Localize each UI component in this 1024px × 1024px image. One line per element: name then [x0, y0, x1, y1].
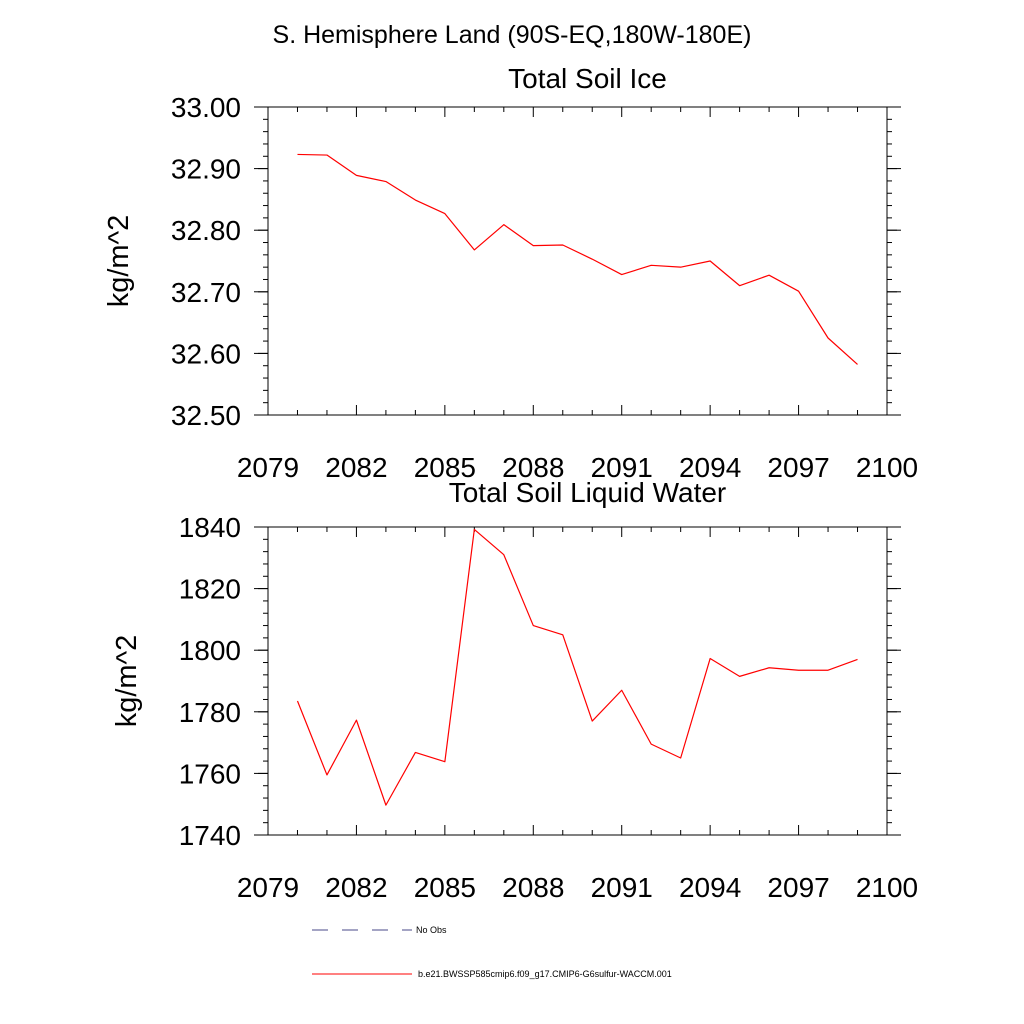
soil-liquid-water-x-tick-label: 2094: [679, 872, 741, 903]
soil-ice-panel: Total Soil Ice kg/m^2 2079 2082 2085 2088 2091…: [103, 63, 918, 483]
soil-ice-data-point: [679, 266, 682, 269]
soil-liquid-water-x-tick-label: 2091: [591, 872, 653, 903]
soil-ice-title: Total Soil Ice: [508, 63, 667, 94]
soil-ice-data-point: [591, 258, 594, 261]
soil-ice-data-point: [561, 243, 564, 246]
soil-ice-data-point: [443, 212, 446, 215]
soil-liquid-water-data-point: [797, 669, 800, 672]
soil-liquid-water-x-tick-label: 2088: [502, 872, 564, 903]
soil-ice-data-point: [797, 290, 800, 293]
soil-ice-data-point: [650, 264, 653, 267]
soil-ice-x-tick-label: 2079: [237, 452, 299, 483]
soil-liquid-water-data-point: [591, 720, 594, 723]
soil-liquid-water-x-tick-label: 2085: [414, 872, 476, 903]
soil-ice-data-point: [827, 337, 830, 340]
soil-ice-y-tick-label: 32.60: [171, 338, 241, 369]
soil-ice-data-point: [620, 273, 623, 276]
soil-ice-x-tick-label: 2097: [767, 452, 829, 483]
soil-liquid-water-series-line: [296, 528, 858, 806]
soil-liquid-water-title: Total Soil Liquid Water: [449, 477, 727, 508]
soil-ice-data-point: [325, 154, 328, 157]
soil-liquid-water-data-point: [709, 657, 712, 660]
soil-ice-y-tick-label: 32.70: [171, 277, 241, 308]
soil-ice-y-axis-label: kg/m^2: [103, 215, 135, 308]
soil-liquid-water-y-tick-label: 1780: [179, 697, 241, 728]
soil-liquid-water-data-point: [827, 669, 830, 672]
soil-ice-data-point: [738, 284, 741, 287]
soil-liquid-water-data-point: [502, 553, 505, 556]
soil-liquid-water-y-axis-label: kg/m^2: [111, 635, 143, 728]
soil-liquid-water-data-point: [296, 700, 299, 703]
soil-liquid-water-panel: Total Soil Liquid Water kg/m^2 2079 2082 208…: [111, 477, 918, 903]
soil-ice-data-point: [532, 244, 535, 247]
soil-liquid-water-data-point: [679, 757, 682, 760]
legend-no-obs-label: No Obs: [416, 925, 447, 935]
soil-ice-x-tick-label: 2082: [325, 452, 387, 483]
soil-liquid-water-y-tick-label: 1820: [179, 574, 241, 605]
soil-ice-data-point: [856, 363, 859, 366]
soil-liquid-water-data-point: [325, 773, 328, 776]
soil-ice-x-tick-label: 2091: [591, 452, 653, 483]
soil-ice-data-point: [768, 274, 771, 277]
soil-liquid-water-data-point: [620, 689, 623, 692]
soil-ice-data-point: [473, 248, 476, 251]
soil-ice-x-tick-label: 2100: [856, 452, 918, 483]
soil-ice-x-tick-label: 2088: [502, 452, 564, 483]
soil-ice-x-tick-label: 2085: [414, 452, 476, 483]
soil-liquid-water-data-point: [473, 528, 476, 531]
soil-ice-plot-frame: [267, 106, 888, 416]
soil-liquid-water-data-point: [738, 675, 741, 678]
soil-ice-data-point: [384, 180, 387, 183]
soil-liquid-water-plot-frame: [267, 526, 888, 836]
soil-ice-x-tick-label: 2094: [679, 452, 741, 483]
soil-liquid-water-data-point: [384, 804, 387, 807]
soil-liquid-water-y-tick-label: 1740: [179, 820, 241, 851]
soil-liquid-water-data-point: [443, 760, 446, 763]
soil-ice-data-point: [414, 199, 417, 202]
soil-liquid-water-data-point: [414, 751, 417, 754]
legend-series-label: b.e21.BWSSP585cmip6.f09_g17.CMIP6-G6sulf…: [418, 969, 672, 979]
soil-liquid-water-x-tick-label: 2097: [767, 872, 829, 903]
soil-liquid-water-y-tick-label: 1760: [179, 758, 241, 789]
soil-liquid-water-y-tick-label: 1840: [179, 512, 241, 543]
soil-ice-y-tick-label: 32.90: [171, 154, 241, 185]
legend: No Obs b.e21.BWSSP585cmip6.f09_g17.CMIP6…: [312, 925, 672, 979]
soil-liquid-water-data-point: [561, 633, 564, 636]
soil-ice-series-line: [297, 153, 858, 365]
soil-liquid-water-x-tick-label: 2082: [325, 872, 387, 903]
soil-liquid-water-y-tick-label: 1800: [179, 635, 241, 666]
soil-liquid-water-x-tick-label: 2100: [856, 872, 918, 903]
soil-liquid-water-data-point: [856, 658, 859, 661]
soil-ice-y-tick-label: 33.00: [171, 92, 241, 123]
soil-liquid-water-x-tick-label: 2079: [237, 872, 299, 903]
soil-ice-y-tick-label: 32.80: [171, 215, 241, 246]
soil-ice-data-point: [502, 223, 505, 226]
soil-liquid-water-data-point: [355, 719, 358, 722]
soil-ice-data-point: [296, 153, 299, 156]
soil-liquid-water-data-point: [532, 624, 535, 627]
figure-title: S. Hemisphere Land (90S-EQ,180W-180E): [273, 21, 752, 49]
soil-ice-y-tick-label: 32.50: [171, 400, 241, 431]
soil-liquid-water-data-point: [768, 666, 771, 669]
soil-ice-data-point: [355, 174, 358, 177]
soil-liquid-water-data-point: [650, 743, 653, 746]
soil-ice-data-point: [709, 260, 712, 263]
